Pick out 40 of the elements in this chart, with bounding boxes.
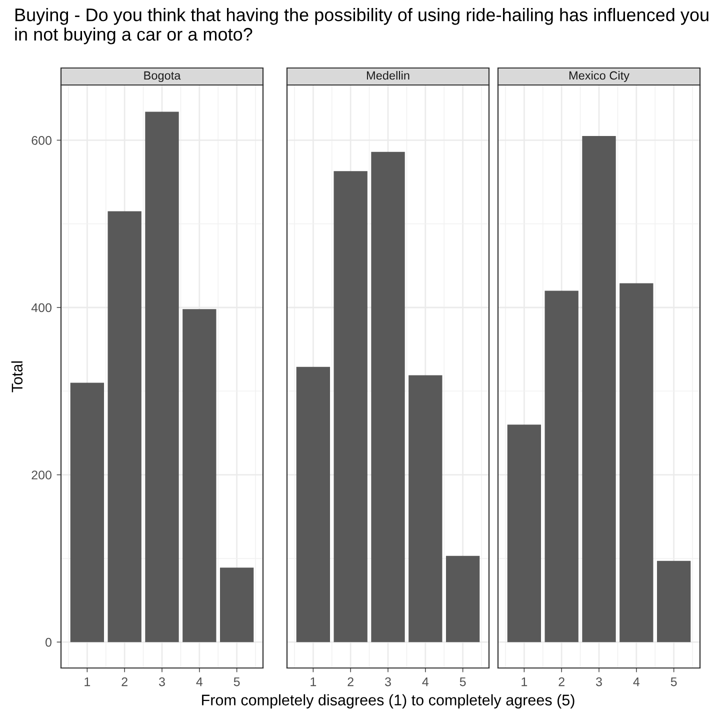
x-tick-label: 5 bbox=[460, 677, 466, 686]
x-axis-title: From completely disagrees (1) to completely agrees (5) bbox=[202, 694, 574, 708]
x-tick-label: 4 bbox=[633, 677, 640, 686]
x-tick-label: 1 bbox=[310, 677, 316, 686]
x-tick-label: 5 bbox=[234, 677, 240, 686]
chart-title: Mexico City bbox=[569, 71, 630, 82]
y-axis-title: Total bbox=[11, 361, 23, 392]
x-tick-label: 4 bbox=[196, 677, 203, 686]
x-tick-label: 3 bbox=[159, 677, 165, 686]
bar bbox=[371, 152, 405, 642]
x-tick-label: 5 bbox=[670, 677, 677, 686]
text: Buying - Do you think that having the possibility of using ride-hailing has influenced you in not buying a car or a moto? bbox=[15, 8, 708, 44]
x-tick-label: 2 bbox=[122, 677, 128, 686]
x-tick-label: 1 bbox=[522, 677, 528, 686]
x-tick-label: 2 bbox=[558, 677, 564, 686]
chart-title: Bogota bbox=[144, 71, 181, 82]
y-tick-label: 400 bbox=[31, 303, 52, 312]
bar bbox=[408, 375, 442, 642]
x-tick-label: 4 bbox=[422, 677, 429, 686]
x-tick-label: 3 bbox=[385, 677, 391, 686]
bar bbox=[582, 136, 616, 642]
bar bbox=[544, 290, 578, 642]
bar bbox=[108, 211, 142, 642]
bar bbox=[182, 309, 216, 642]
chart-title: Medellin bbox=[366, 71, 410, 80]
x-tick-label: 2 bbox=[348, 677, 354, 686]
bar bbox=[507, 424, 542, 642]
bar bbox=[296, 366, 330, 642]
bar bbox=[145, 112, 179, 642]
bar bbox=[620, 283, 654, 642]
bar bbox=[70, 382, 104, 642]
y-tick-label: 200 bbox=[32, 470, 52, 480]
x-tick-label: 3 bbox=[596, 677, 602, 686]
x-tick-label: 1 bbox=[84, 677, 90, 686]
bar bbox=[334, 171, 368, 642]
bar bbox=[656, 560, 691, 642]
bar bbox=[220, 568, 254, 642]
y-tick-label: 600 bbox=[32, 136, 52, 145]
bar bbox=[446, 556, 480, 642]
y-tick-label: 0 bbox=[46, 638, 52, 647]
